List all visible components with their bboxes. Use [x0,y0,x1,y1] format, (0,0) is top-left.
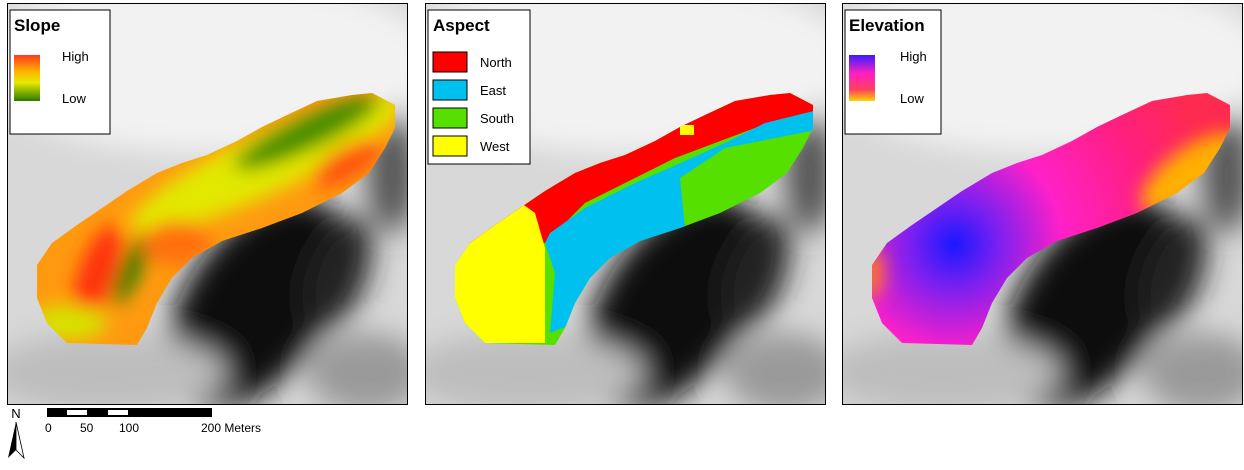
scale-label: 200 Meters [201,421,261,435]
legend-swatch [433,80,467,100]
legend-label: West [480,139,510,154]
legend-swatch [433,52,467,72]
north-label: N [11,406,20,421]
legend-label: North [480,55,512,70]
figure: Slope High Low Aspect North East South W… [0,0,1244,465]
north-arrow: N [8,406,24,458]
panel-title: Aspect [433,16,490,35]
panel-title: Elevation [849,16,925,35]
scale-label: 50 [80,421,94,435]
legend-low: Low [62,91,86,106]
legend-high: High [900,49,927,64]
scale-label: 0 [45,421,52,435]
slope-panel: Slope High Low [0,0,437,441]
legend-high: High [62,49,89,64]
legend-swatch [433,108,467,128]
legend-low: Low [900,91,924,106]
scale-label: 100 [119,421,139,435]
legend-label: South [480,111,514,126]
legend-ramp [849,55,875,101]
legend-ramp [14,55,40,101]
elevation-panel: Elevation High Low [812,0,1244,441]
legend-swatch [433,136,467,156]
legend-label: East [480,83,506,98]
scale-bar: 0 50 100 200 Meters [45,408,261,435]
aspect-panel: Aspect North East South West [395,0,855,441]
panel-title: Slope [14,16,60,35]
